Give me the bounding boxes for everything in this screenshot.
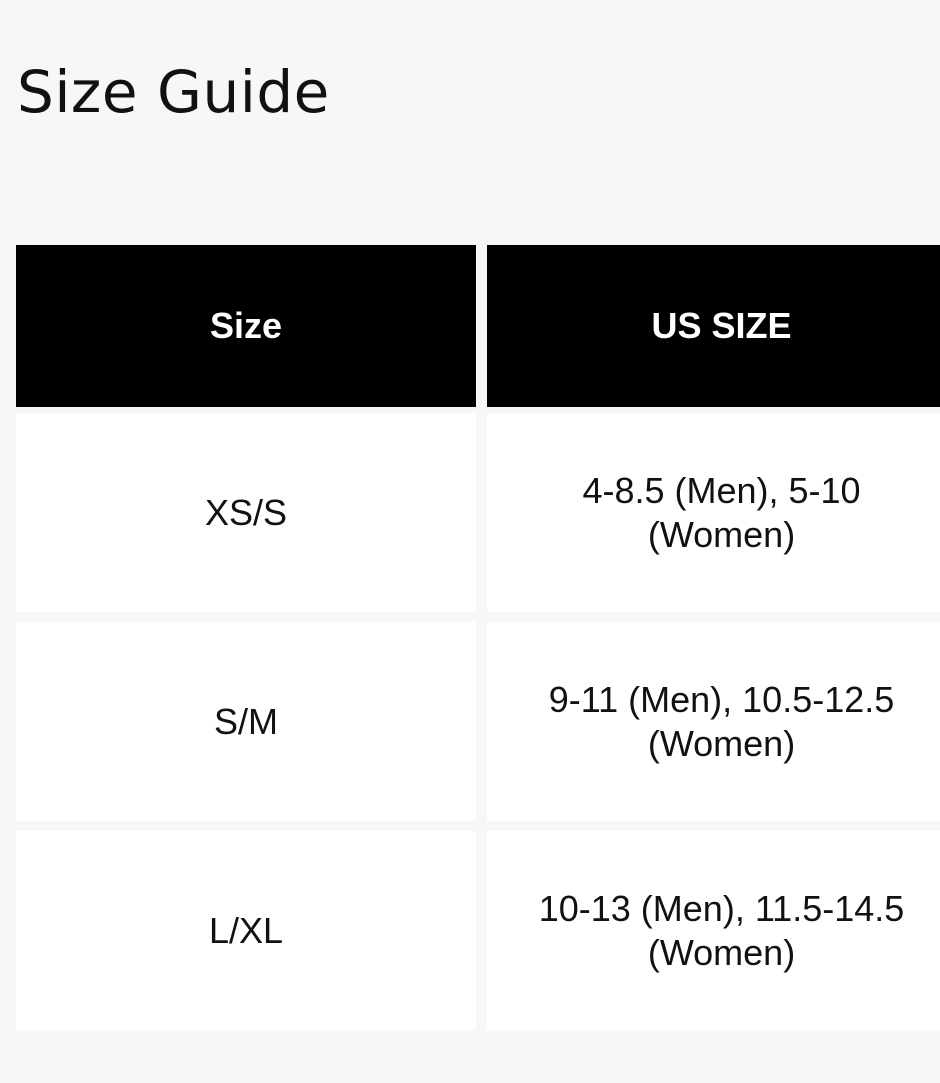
cell-size: XS/S [16, 413, 477, 612]
header-size: Size [16, 245, 477, 407]
cell-us-size: 4-8.5 (Men), 5-10 (Women) [487, 413, 940, 612]
page-title: Size Guide [17, 58, 330, 126]
table-row: L/XL 10-13 (Men), 11.5-14.5 (Women) [16, 831, 940, 1030]
table-row: S/M 9-11 (Men), 10.5-12.5 (Women) [16, 622, 940, 821]
cell-us-size: 9-11 (Men), 10.5-12.5 (Women) [487, 622, 940, 821]
header-us-size: US SIZE [487, 245, 940, 407]
cell-us-size: 10-13 (Men), 11.5-14.5 (Women) [487, 831, 940, 1030]
cell-size: L/XL [16, 831, 477, 1030]
table-header-row: Size US SIZE [16, 245, 940, 407]
size-guide-table: Size US SIZE XS/S 4-8.5 (Men), 5-10 (Wom… [16, 245, 940, 1040]
cell-size: S/M [16, 622, 477, 821]
table-row: XS/S 4-8.5 (Men), 5-10 (Women) [16, 413, 940, 612]
